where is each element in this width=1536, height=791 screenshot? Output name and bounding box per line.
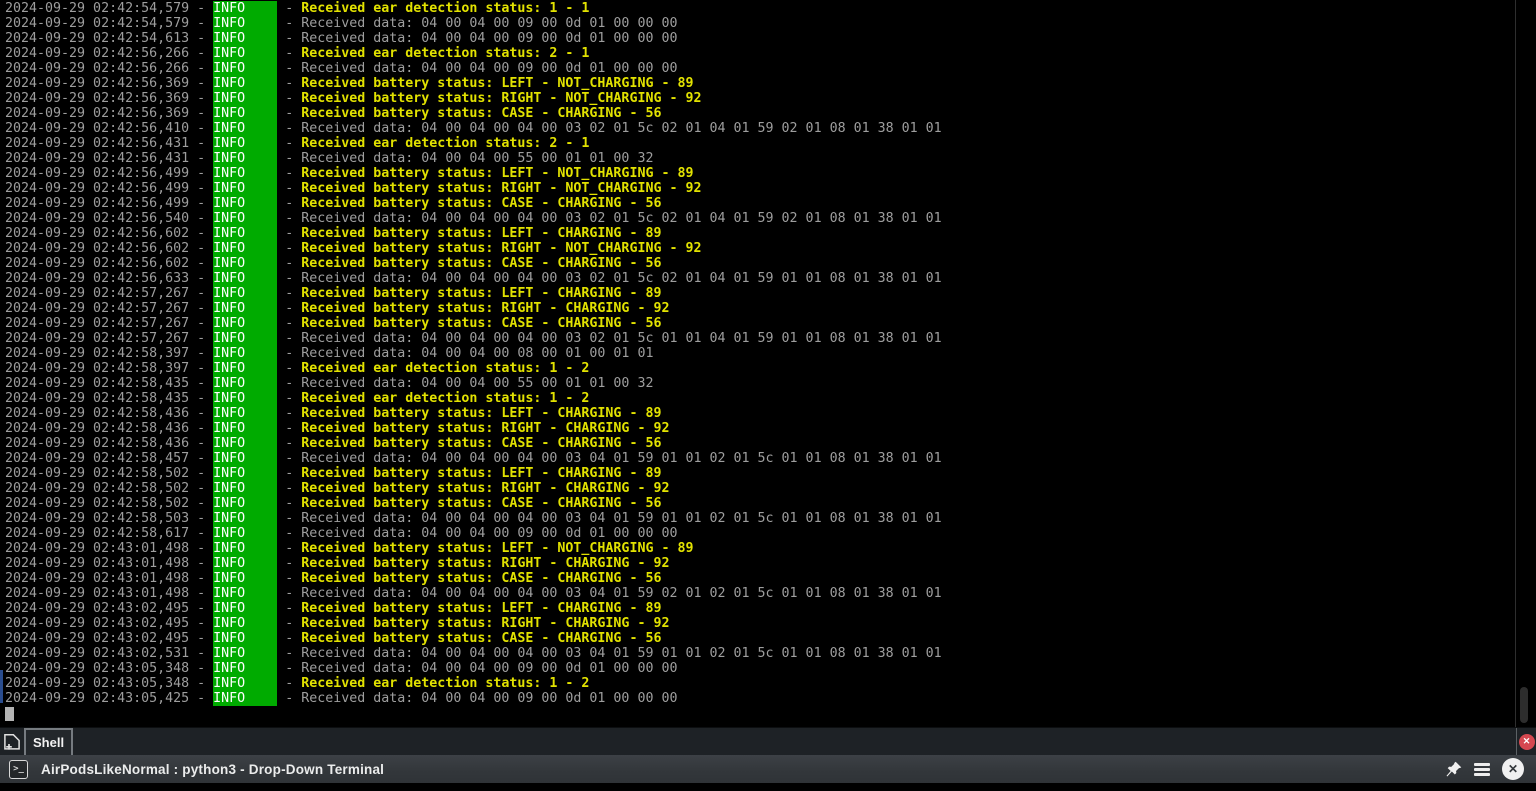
log-line: 2024-09-29 02:42:54,613 - INFO - Receive…: [5, 31, 678, 46]
log-line: 2024-09-29 02:42:56,369 - INFO - Receive…: [5, 106, 662, 121]
log-line: 2024-09-29 02:42:57,267 - INFO - Receive…: [5, 286, 662, 301]
log-line: 2024-09-29 02:43:05,348 - INFO - Receive…: [5, 661, 678, 676]
log-line: 2024-09-29 02:43:02,495 - INFO - Receive…: [5, 631, 662, 646]
log-line: 2024-09-29 02:42:56,602 - INFO - Receive…: [5, 256, 662, 271]
log-line: 2024-09-29 02:42:56,266 - INFO - Receive…: [5, 46, 590, 61]
scrollbar-thumb[interactable]: [1520, 687, 1528, 723]
keep-open-pin-button[interactable]: [1445, 761, 1462, 778]
log-line: 2024-09-29 02:42:56,431 - INFO - Receive…: [5, 151, 654, 166]
log-line: 2024-09-29 02:43:01,498 - INFO - Receive…: [5, 586, 942, 601]
log-line: 2024-09-29 02:42:58,457 - INFO - Receive…: [5, 451, 942, 466]
terminal-prompt-icon: >_: [9, 759, 28, 779]
log-line: 2024-09-29 02:42:57,267 - INFO - Receive…: [5, 316, 662, 331]
log-line: 2024-09-29 02:42:58,502 - INFO - Receive…: [5, 496, 662, 511]
close-icon: ✕: [1522, 736, 1531, 746]
log-line: 2024-09-29 02:42:58,397 - INFO - Receive…: [5, 346, 654, 361]
log-line: 2024-09-29 02:42:56,369 - INFO - Receive…: [5, 76, 694, 91]
log-line: 2024-09-29 02:42:58,617 - INFO - Receive…: [5, 526, 678, 541]
tab-shell[interactable]: Shell: [24, 728, 74, 755]
log-line: 2024-09-29 02:42:57,267 - INFO - Receive…: [5, 301, 670, 316]
hamburger-menu-icon: [1474, 762, 1490, 776]
log-line: 2024-09-29 02:42:57,267 - INFO - Receive…: [5, 331, 942, 346]
close-tab-button[interactable]: ✕: [1518, 733, 1535, 750]
bottom-edge: [0, 783, 1536, 791]
log-line: 2024-09-29 02:42:58,502 - INFO - Receive…: [5, 481, 670, 496]
new-tab-button[interactable]: [0, 728, 24, 755]
log-output: 2024-09-29 02:42:54,579 - INFO - Receive…: [5, 1, 942, 706]
log-line: 2024-09-29 02:42:58,436 - INFO - Receive…: [5, 406, 662, 421]
log-line: 2024-09-29 02:42:56,602 - INFO - Receive…: [5, 226, 662, 241]
log-line: 2024-09-29 02:42:56,499 - INFO - Receive…: [5, 196, 662, 211]
scrollbar-track-border: [1515, 0, 1516, 727]
menu-button[interactable]: [1474, 762, 1490, 776]
log-line: 2024-09-29 02:42:56,369 - INFO - Receive…: [5, 91, 702, 106]
session-title-bar: >_ AirPodsLikeNormal : python3 - Drop-Do…: [0, 755, 1536, 783]
log-line: 2024-09-29 02:43:02,531 - INFO - Receive…: [5, 646, 942, 661]
log-line: 2024-09-29 02:43:05,348 - INFO - Receive…: [5, 676, 590, 691]
tab-bar: Shell ✕: [0, 727, 1536, 755]
log-line: 2024-09-29 02:43:01,498 - INFO - Receive…: [5, 571, 662, 586]
pin-icon: [1446, 761, 1462, 776]
tab-close-panel: ✕: [1516, 728, 1536, 755]
log-line: 2024-09-29 02:42:58,435 - INFO - Receive…: [5, 376, 654, 391]
log-line: 2024-09-29 02:42:58,397 - INFO - Receive…: [5, 361, 590, 376]
log-line: 2024-09-29 02:42:56,499 - INFO - Receive…: [5, 166, 694, 181]
terminal-cursor: [5, 707, 14, 721]
log-line: 2024-09-29 02:42:58,502 - INFO - Receive…: [5, 466, 662, 481]
new-tab-icon: [4, 733, 20, 750]
log-line: 2024-09-29 02:43:01,498 - INFO - Receive…: [5, 556, 670, 571]
close-icon: ✕: [1507, 762, 1519, 776]
log-line: 2024-09-29 02:42:56,410 - INFO - Receive…: [5, 121, 942, 136]
terminal-viewport[interactable]: 2024-09-29 02:42:54,579 - INFO - Receive…: [0, 0, 1536, 727]
log-line: 2024-09-29 02:42:56,602 - INFO - Receive…: [5, 241, 702, 256]
log-line: 2024-09-29 02:43:02,495 - INFO - Receive…: [5, 616, 670, 631]
tab-label: Shell: [33, 735, 65, 750]
new-output-marker: [0, 670, 3, 703]
log-line: 2024-09-29 02:43:05,425 - INFO - Receive…: [5, 691, 678, 706]
log-line: 2024-09-29 02:42:56,431 - INFO - Receive…: [5, 136, 590, 151]
log-line: 2024-09-29 02:42:54,579 - INFO - Receive…: [5, 16, 678, 31]
log-line: 2024-09-29 02:42:54,579 - INFO - Receive…: [5, 1, 590, 16]
log-line: 2024-09-29 02:42:56,540 - INFO - Receive…: [5, 211, 942, 226]
log-line: 2024-09-29 02:42:58,435 - INFO - Receive…: [5, 391, 590, 406]
log-line: 2024-09-29 02:42:58,503 - INFO - Receive…: [5, 511, 942, 526]
log-line: 2024-09-29 02:43:01,498 - INFO - Receive…: [5, 541, 694, 556]
log-line: 2024-09-29 02:42:56,266 - INFO - Receive…: [5, 61, 678, 76]
log-line: 2024-09-29 02:43:02,495 - INFO - Receive…: [5, 601, 662, 616]
title-bar-actions: ✕: [1445, 758, 1529, 780]
log-line: 2024-09-29 02:42:56,633 - INFO - Receive…: [5, 271, 942, 286]
session-title: AirPodsLikeNormal : python3 - Drop-Down …: [41, 761, 385, 777]
tab-bar-spacer: [73, 728, 1516, 755]
log-line: 2024-09-29 02:42:58,436 - INFO - Receive…: [5, 421, 670, 436]
close-window-button[interactable]: ✕: [1502, 758, 1524, 780]
log-line: 2024-09-29 02:42:56,499 - INFO - Receive…: [5, 181, 702, 196]
log-line: 2024-09-29 02:42:58,436 - INFO - Receive…: [5, 436, 662, 451]
